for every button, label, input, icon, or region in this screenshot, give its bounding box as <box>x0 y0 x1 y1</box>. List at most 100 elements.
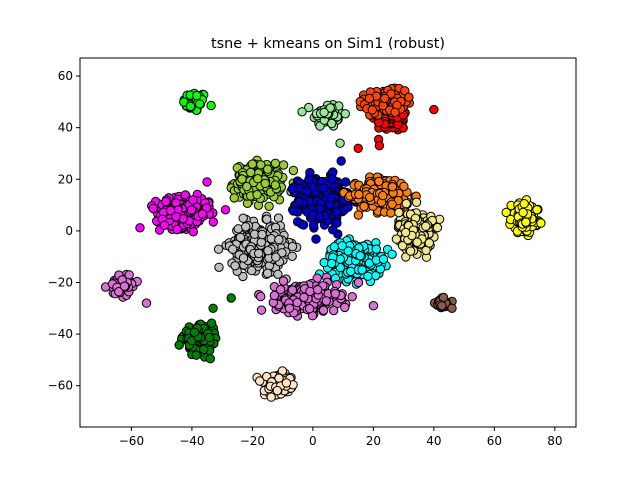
data-point <box>400 227 411 238</box>
data-point <box>188 227 199 237</box>
data-point <box>299 292 309 302</box>
data-point <box>357 265 367 275</box>
data-point <box>266 392 276 402</box>
outlier-point <box>374 141 385 151</box>
data-point <box>405 246 416 256</box>
data-point <box>206 318 217 328</box>
data-point <box>364 93 374 104</box>
data-point <box>424 238 434 248</box>
data-point <box>397 241 408 251</box>
data-point <box>308 220 319 230</box>
outlier-point <box>335 138 345 148</box>
data-point <box>161 196 171 207</box>
data-point <box>521 217 531 227</box>
data-point <box>336 156 346 166</box>
outlier-point <box>429 104 439 115</box>
data-point <box>270 158 281 169</box>
data-point <box>204 332 215 343</box>
cluster-dark-green <box>174 318 221 364</box>
data-point <box>404 92 414 102</box>
data-point <box>119 281 130 291</box>
data-point <box>374 176 384 187</box>
data-point <box>341 177 351 187</box>
data-point <box>260 178 270 189</box>
data-point <box>264 201 274 212</box>
data-point <box>288 165 299 176</box>
y-tick-label: 40 <box>58 121 73 135</box>
data-point <box>353 277 364 288</box>
data-point <box>269 290 280 301</box>
data-point <box>330 289 340 299</box>
data-point <box>347 292 357 302</box>
plot-frame <box>79 57 577 428</box>
data-point <box>228 244 238 254</box>
data-point <box>247 159 258 169</box>
data-point <box>363 271 373 281</box>
data-point <box>253 174 263 184</box>
data-point <box>281 378 292 388</box>
data-point <box>214 262 224 272</box>
data-point <box>501 207 511 218</box>
data-point <box>197 209 208 219</box>
data-point <box>387 249 397 260</box>
data-point <box>271 252 281 262</box>
cluster-dark-orange <box>339 172 421 220</box>
data-point <box>256 160 266 170</box>
data-point <box>321 296 331 306</box>
data-point <box>340 109 350 119</box>
data-point <box>238 213 248 223</box>
data-point <box>378 190 388 201</box>
data-point <box>284 303 295 313</box>
data-point <box>262 268 273 278</box>
data-point <box>421 221 431 231</box>
data-point <box>337 241 347 251</box>
data-point <box>325 103 335 113</box>
data-point <box>274 373 284 383</box>
cluster-yellow-green <box>226 155 299 212</box>
x-tick-label: 40 <box>426 434 441 448</box>
data-point <box>246 167 256 178</box>
data-point <box>355 251 365 261</box>
cluster-green <box>179 88 216 116</box>
cluster-light-green <box>297 100 350 131</box>
x-tick-label: 20 <box>366 434 381 448</box>
data-point <box>278 276 289 286</box>
data-point <box>273 213 284 223</box>
cluster-khaki <box>391 197 445 262</box>
y-tick-label: 20 <box>58 172 73 186</box>
cluster-bisque <box>252 366 298 402</box>
data-point <box>331 207 342 217</box>
data-point <box>294 197 305 207</box>
data-point <box>185 101 196 112</box>
outlier-point <box>447 303 457 313</box>
data-point <box>437 301 447 311</box>
data-point <box>394 207 404 218</box>
data-point <box>287 184 297 194</box>
data-point <box>263 164 273 174</box>
x-tick-label: −20 <box>240 434 265 448</box>
data-point <box>319 183 329 193</box>
data-point <box>367 105 377 115</box>
data-point <box>189 327 200 337</box>
data-point <box>346 266 356 277</box>
y-tick-label: 60 <box>58 69 73 83</box>
data-point <box>378 254 389 264</box>
data-point <box>292 297 302 308</box>
data-point <box>165 205 176 216</box>
data-point <box>387 182 398 192</box>
data-point <box>208 217 219 227</box>
outlier-point <box>202 177 212 187</box>
data-point <box>287 251 297 261</box>
data-point <box>148 203 158 214</box>
data-point <box>241 222 251 232</box>
data-point <box>304 102 314 113</box>
x-tick-label: 0 <box>309 434 317 448</box>
outlier-points <box>141 104 457 313</box>
data-point <box>387 199 397 210</box>
data-point <box>329 242 340 252</box>
data-point <box>114 287 124 297</box>
data-point <box>229 193 239 203</box>
x-tick-label: 80 <box>547 434 562 448</box>
data-point <box>180 190 191 200</box>
